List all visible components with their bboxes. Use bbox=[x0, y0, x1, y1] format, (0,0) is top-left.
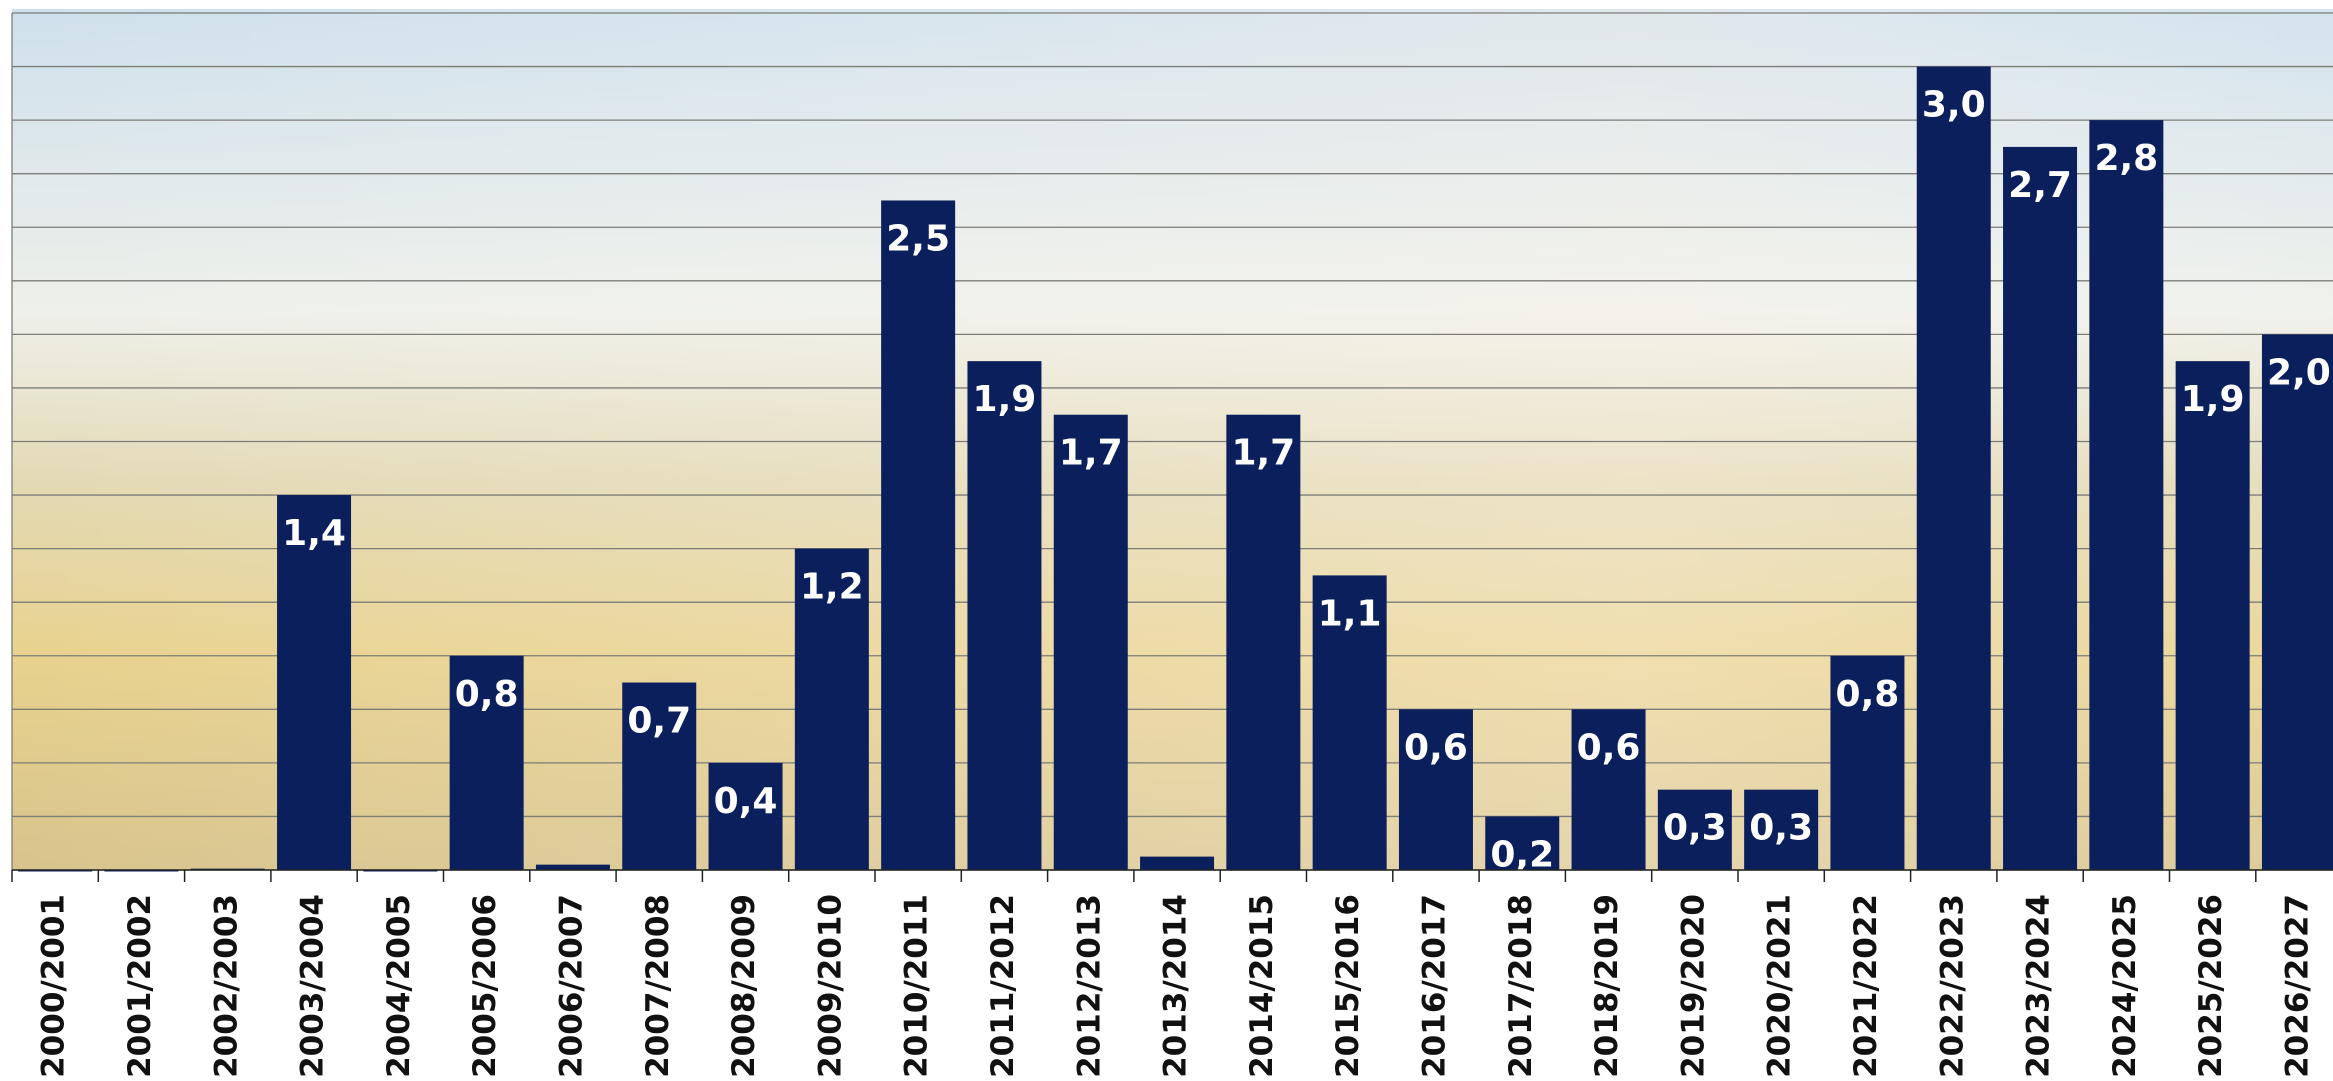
bar bbox=[2261, 334, 2333, 870]
bar bbox=[708, 762, 783, 870]
value-label: 2,5 bbox=[886, 218, 950, 259]
value-label: 0,7 bbox=[627, 701, 691, 742]
value-label: 2,8 bbox=[2094, 138, 2158, 179]
x-tick-label: 2004/2005 bbox=[381, 894, 417, 1078]
x-tick-label: 2009/2010 bbox=[812, 894, 848, 1078]
x-tick-label: 2002/2003 bbox=[208, 894, 244, 1078]
bar bbox=[1657, 789, 1732, 870]
value-label: 0,2 bbox=[1490, 834, 1554, 875]
x-tick-label: 2007/2008 bbox=[640, 894, 676, 1078]
value-label: 2,7 bbox=[2008, 165, 2072, 206]
bar bbox=[1226, 414, 1301, 870]
bar bbox=[1830, 655, 1905, 870]
bar bbox=[1916, 66, 1991, 870]
x-tick-label: 2017/2018 bbox=[1503, 894, 1539, 1078]
x-tick-label: 2022/2023 bbox=[1934, 894, 1970, 1078]
value-label: 1,2 bbox=[800, 567, 864, 608]
bar bbox=[1744, 789, 1819, 870]
x-tick-label: 2025/2026 bbox=[2193, 894, 2229, 1078]
value-label: 1,4 bbox=[282, 513, 346, 554]
bar bbox=[622, 682, 697, 870]
x-axis: 2000/2001 2001/2002 2002/2003 2003/2004 2004… bbox=[11, 869, 2333, 1078]
x-tick-label: 2006/2007 bbox=[553, 894, 589, 1078]
x-tick-label: 2021/2022 bbox=[1848, 894, 1884, 1078]
value-label: 0,3 bbox=[1663, 808, 1727, 849]
bar bbox=[967, 361, 1042, 870]
x-tick-label: 2018/2019 bbox=[1589, 894, 1625, 1078]
x-tick-label: 2000/2001 bbox=[36, 894, 72, 1078]
bar bbox=[1140, 856, 1215, 870]
bar bbox=[449, 655, 524, 870]
x-tick-label: 2020/2021 bbox=[1762, 894, 1798, 1078]
value-label: 0,3 bbox=[1749, 808, 1813, 849]
value-label: 1,1 bbox=[1318, 593, 1382, 634]
x-tick-label: 2008/2009 bbox=[726, 894, 762, 1078]
x-tick-label: 2001/2002 bbox=[122, 894, 158, 1078]
x-tick-label: 2011/2012 bbox=[985, 894, 1021, 1078]
x-tick-label: 2013/2014 bbox=[1158, 894, 1194, 1078]
x-tick-label: 2005/2006 bbox=[467, 894, 503, 1078]
value-label: 1,7 bbox=[1059, 433, 1123, 474]
bars: 1,4 0,8 0,7 0,4 1,2 2,5 1,9 1,7 1,7 1,1 0,6 0,2 0,6 0… bbox=[18, 66, 2333, 875]
bar bbox=[1571, 709, 1646, 870]
value-label: 0,6 bbox=[1404, 727, 1468, 768]
value-label: 0,4 bbox=[714, 781, 778, 822]
value-label: 3,0 bbox=[1922, 85, 1986, 126]
value-label: 1,7 bbox=[1231, 433, 1295, 474]
bar bbox=[794, 548, 869, 870]
bar bbox=[1485, 816, 1560, 870]
value-label: 0,8 bbox=[455, 674, 519, 715]
value-label: 2,0 bbox=[2267, 352, 2331, 393]
x-tick-label: 2010/2011 bbox=[899, 894, 935, 1078]
bar bbox=[535, 864, 610, 870]
bar bbox=[1053, 414, 1128, 870]
value-label: 1,9 bbox=[2181, 379, 2245, 420]
value-label: 0,8 bbox=[1836, 674, 1900, 715]
x-tick-label: 2012/2013 bbox=[1071, 894, 1107, 1078]
bar bbox=[881, 200, 956, 870]
bar bbox=[2175, 361, 2250, 870]
x-tick-label: 2003/2004 bbox=[295, 894, 331, 1078]
bar bbox=[2003, 146, 2078, 870]
x-tick-label: 2026/2027 bbox=[2279, 894, 2315, 1078]
bar bbox=[1312, 575, 1387, 870]
x-tick-label: 2019/2020 bbox=[1675, 894, 1711, 1078]
value-label: 1,9 bbox=[973, 379, 1037, 420]
bar bbox=[2089, 120, 2164, 870]
x-tick-label: 2023/2024 bbox=[2021, 894, 2057, 1078]
x-tick-label: 2015/2016 bbox=[1330, 894, 1366, 1078]
x-tick-label: 2016/2017 bbox=[1416, 894, 1452, 1078]
bar bbox=[277, 495, 352, 870]
x-tick-label: 2024/2025 bbox=[2107, 894, 2143, 1078]
x-tick-label: 2014/2015 bbox=[1244, 894, 1280, 1078]
bar bbox=[1398, 709, 1473, 870]
value-label: 0,6 bbox=[1577, 727, 1641, 768]
